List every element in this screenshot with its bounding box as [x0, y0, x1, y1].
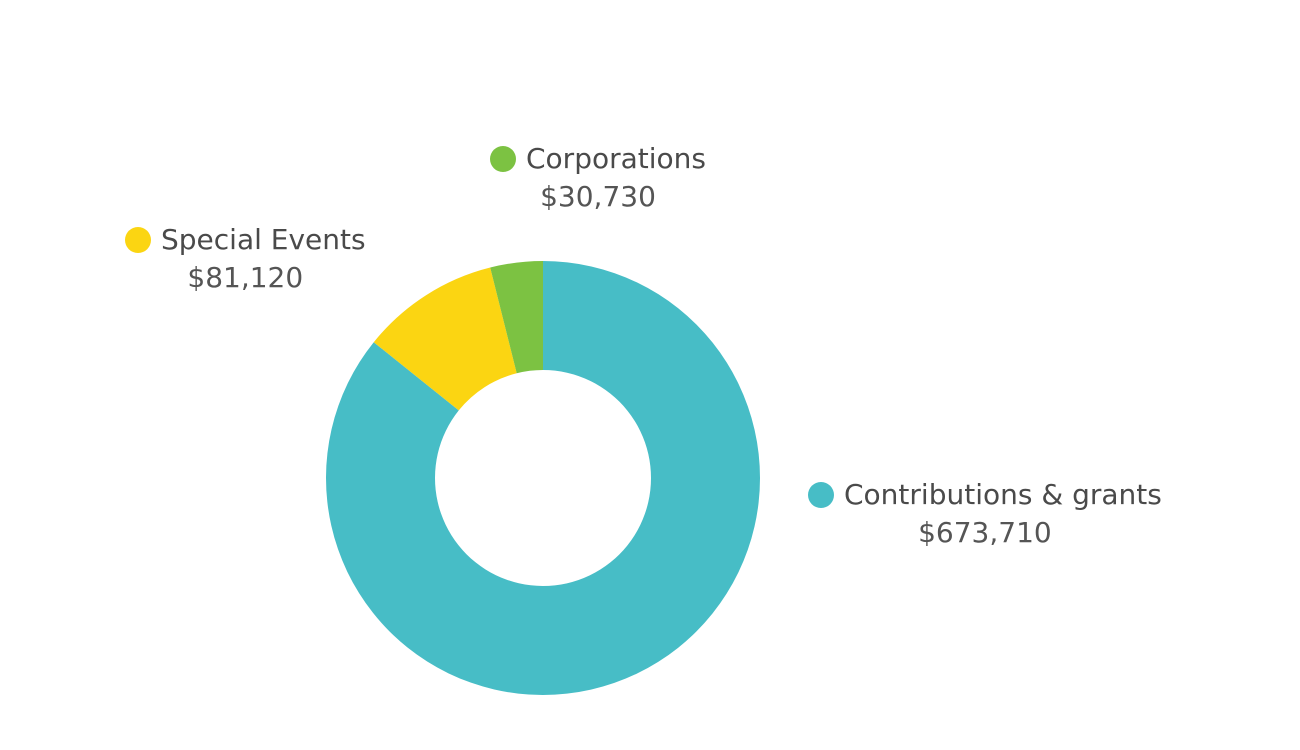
legend-label-contributions-grants: Contributions & grants [844, 478, 1162, 511]
legend-special-events: Special Events $81,120 [125, 223, 366, 295]
slice-corporations [490, 261, 543, 374]
legend-label-corporations: Corporations [526, 142, 706, 175]
legend-label-special-events: Special Events [161, 223, 366, 256]
slice-special-events [373, 267, 517, 411]
slice-contributions-grants [326, 261, 761, 695]
legend-dot-corporations [490, 146, 516, 172]
legend-value-corporations: $30,730 [540, 180, 656, 213]
legend-value-contributions-grants: $673,710 [918, 516, 1052, 549]
legend-corporations: Corporations $30,730 [490, 142, 706, 214]
legend-dot-special-events [125, 227, 151, 253]
legend-value-special-events: $81,120 [187, 261, 304, 294]
legend-contributions-grants: Contributions & grants $673,710 [808, 478, 1162, 550]
legend-dot-contributions-grants [808, 482, 834, 508]
